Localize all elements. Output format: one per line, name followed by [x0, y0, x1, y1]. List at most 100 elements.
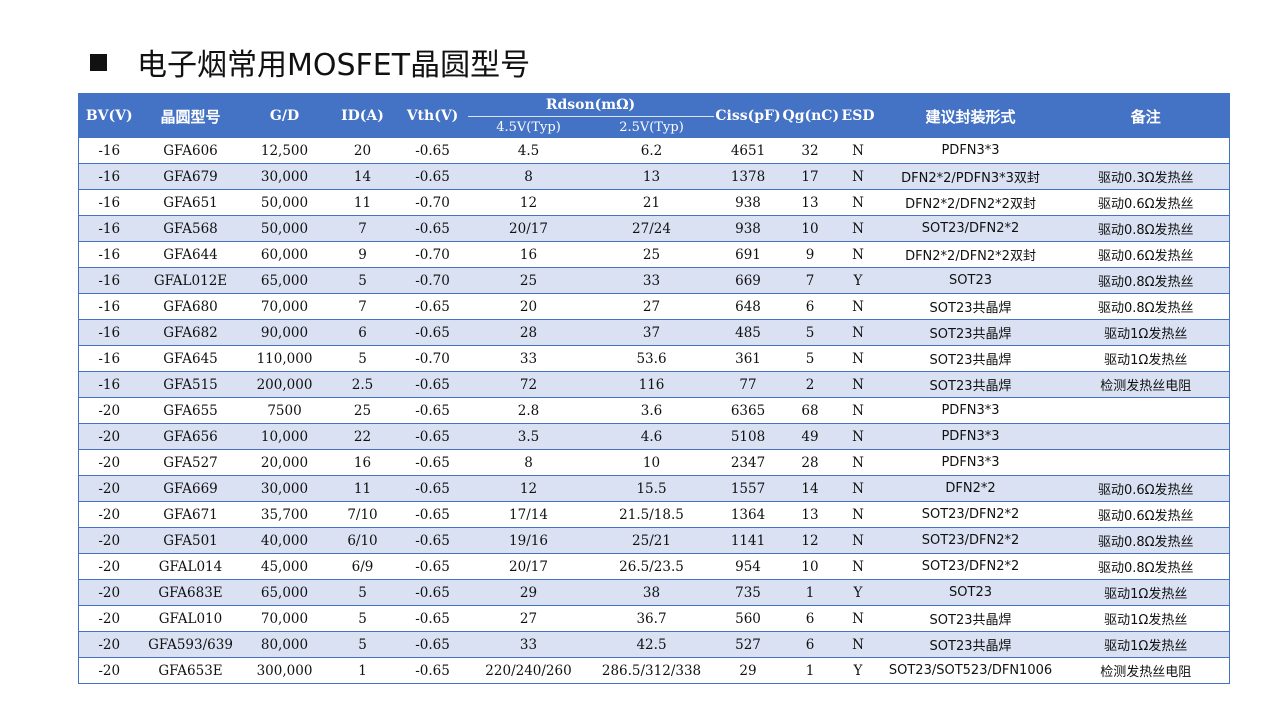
- cell-package: SOT23/DFN2*2: [878, 215, 1063, 242]
- cell-gd: 300,000: [241, 657, 328, 684]
- cell-id: 5: [327, 579, 398, 606]
- cell-esd: N: [837, 475, 879, 502]
- cell-ciss: 938: [713, 189, 783, 216]
- cell-package: PDFN3*3: [878, 423, 1063, 450]
- cell-rds45: 19/16: [467, 527, 590, 554]
- cell-ciss: 954: [713, 553, 783, 580]
- cell-vth: -0.65: [397, 215, 468, 242]
- cell-wafer: GFAL012E: [139, 267, 242, 294]
- cell-esd: N: [837, 371, 879, 398]
- header-vth: Vth(V): [397, 93, 468, 138]
- cell-wafer: GFA651: [139, 189, 242, 216]
- cell-package: PDFN3*3: [878, 397, 1063, 424]
- cell-rds25: 286.5/312/338: [589, 657, 714, 684]
- cell-package: DFN2*2/DFN2*2双封: [878, 241, 1063, 268]
- cell-id: 6: [327, 319, 398, 346]
- cell-vth: -0.65: [397, 579, 468, 606]
- cell-wafer: GFA527: [139, 449, 242, 476]
- cell-note: 检测发热丝电阻: [1062, 657, 1230, 684]
- cell-rds45: 220/240/260: [467, 657, 590, 684]
- cell-qg: 10: [782, 553, 838, 580]
- cell-id: 9: [327, 241, 398, 268]
- table-row: -16 GFA679 30,000 14 -0.65 8 13 1378 17 N DFN2*2/P…: [78, 163, 1230, 190]
- cell-rds45: 8: [467, 163, 590, 190]
- cell-id: 25: [327, 397, 398, 424]
- cell-esd: Y: [837, 657, 879, 684]
- cell-bv: -16: [78, 241, 140, 268]
- cell-ciss: 77: [713, 371, 783, 398]
- cell-bv: -16: [78, 345, 140, 372]
- cell-rds45: 29: [467, 579, 590, 606]
- table-row: -16 GFA568 50,000 7 -0.65 20/17 27/24 938 10 N SOT…: [78, 215, 1230, 242]
- cell-rds25: 36.7: [589, 605, 714, 632]
- cell-vth: -0.65: [397, 293, 468, 320]
- cell-bv: -16: [78, 319, 140, 346]
- cell-ciss: 2347: [713, 449, 783, 476]
- cell-vth: -0.70: [397, 267, 468, 294]
- cell-vth: -0.65: [397, 553, 468, 580]
- cell-note: 驱动0.8Ω发热丝: [1062, 293, 1230, 320]
- cell-package: DFN2*2/PDFN3*3双封: [878, 163, 1063, 190]
- cell-wafer: GFA593/639: [139, 631, 242, 658]
- cell-gd: 60,000: [241, 241, 328, 268]
- cell-gd: 45,000: [241, 553, 328, 580]
- cell-qg: 6: [782, 631, 838, 658]
- header-gd: G/D: [241, 93, 328, 138]
- cell-note: 驱动1Ω发热丝: [1062, 631, 1230, 658]
- title-bar: 电子烟常用MOSFET晶圆型号: [90, 38, 530, 86]
- cell-note: 驱动0.8Ω发热丝: [1062, 527, 1230, 554]
- cell-gd: 70,000: [241, 605, 328, 632]
- table-row: -16 GFA606 12,500 20 -0.65 4.5 6.2 4651 32 N PDFN3…: [78, 138, 1230, 164]
- cell-ciss: 485: [713, 319, 783, 346]
- cell-bv: -20: [78, 527, 140, 554]
- cell-esd: N: [837, 189, 879, 216]
- cell-bv: -20: [78, 553, 140, 580]
- cell-qg: 5: [782, 345, 838, 372]
- header-package: 建议封装形式: [878, 93, 1063, 138]
- cell-note: 驱动1Ω发热丝: [1062, 319, 1230, 346]
- cell-wafer: GFA669: [139, 475, 242, 502]
- cell-note: [1062, 449, 1230, 476]
- cell-vth: -0.65: [397, 319, 468, 346]
- cell-bv: -16: [78, 371, 140, 398]
- cell-ciss: 1141: [713, 527, 783, 554]
- cell-vth: -0.65: [397, 163, 468, 190]
- cell-gd: 12,500: [241, 138, 328, 164]
- cell-id: 5: [327, 267, 398, 294]
- cell-package: SOT23共晶焊: [878, 319, 1063, 346]
- cell-esd: N: [837, 319, 879, 346]
- table-row: -16 GFA645 110,000 5 -0.70 33 53.6 361 5 N SOT23共晶…: [78, 345, 1230, 372]
- cell-ciss: 1364: [713, 501, 783, 528]
- cell-gd: 200,000: [241, 371, 328, 398]
- cell-bv: -20: [78, 397, 140, 424]
- header-rdson: Rdson(mΩ): [467, 93, 714, 117]
- cell-note: 驱动0.8Ω发热丝: [1062, 267, 1230, 294]
- cell-esd: Y: [837, 267, 879, 294]
- cell-esd: N: [837, 527, 879, 554]
- cell-package: SOT23/DFN2*2: [878, 527, 1063, 554]
- table-row: -20 GFA656 10,000 22 -0.65 3.5 4.6 5108 49 N PDFN3…: [78, 423, 1230, 450]
- cell-vth: -0.65: [397, 371, 468, 398]
- cell-vth: -0.65: [397, 423, 468, 450]
- cell-package: DFN2*2/DFN2*2双封: [878, 189, 1063, 216]
- cell-rds45: 33: [467, 345, 590, 372]
- header-wafer: 晶圆型号: [139, 93, 242, 138]
- cell-wafer: GFA645: [139, 345, 242, 372]
- cell-note: 驱动0.8Ω发热丝: [1062, 553, 1230, 580]
- cell-vth: -0.65: [397, 138, 468, 164]
- cell-ciss: 1557: [713, 475, 783, 502]
- cell-qg: 14: [782, 475, 838, 502]
- cell-qg: 10: [782, 215, 838, 242]
- cell-rds25: 26.5/23.5: [589, 553, 714, 580]
- cell-note: 检测发热丝电阻: [1062, 371, 1230, 398]
- cell-wafer: GFA606: [139, 138, 242, 164]
- cell-note: [1062, 423, 1230, 450]
- table-row: -20 GFAL010 70,000 5 -0.65 27 36.7 560 6 N SOT23共晶…: [78, 605, 1230, 632]
- cell-bv: -20: [78, 501, 140, 528]
- cell-rds25: 33: [589, 267, 714, 294]
- cell-qg: 17: [782, 163, 838, 190]
- cell-gd: 65,000: [241, 579, 328, 606]
- cell-package: PDFN3*3: [878, 138, 1063, 164]
- cell-rds45: 27: [467, 605, 590, 632]
- cell-id: 16: [327, 449, 398, 476]
